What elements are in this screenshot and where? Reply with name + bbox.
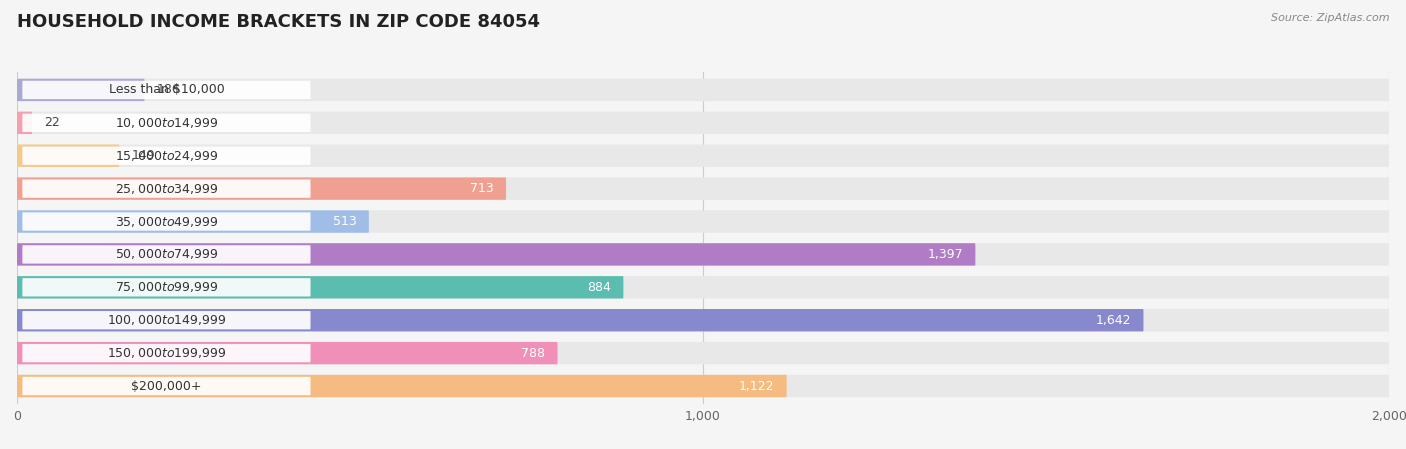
Text: $200,000+: $200,000+ — [131, 379, 201, 392]
FancyBboxPatch shape — [22, 212, 311, 231]
FancyBboxPatch shape — [22, 311, 311, 330]
FancyBboxPatch shape — [17, 243, 976, 266]
Text: $10,000 to $14,999: $10,000 to $14,999 — [115, 116, 218, 130]
Text: $25,000 to $34,999: $25,000 to $34,999 — [115, 182, 218, 196]
FancyBboxPatch shape — [17, 145, 120, 167]
FancyBboxPatch shape — [22, 344, 311, 362]
FancyBboxPatch shape — [17, 375, 787, 397]
Text: 186: 186 — [157, 84, 180, 97]
FancyBboxPatch shape — [22, 245, 311, 264]
Text: 149: 149 — [131, 149, 155, 162]
FancyBboxPatch shape — [22, 146, 311, 165]
FancyBboxPatch shape — [17, 375, 1389, 397]
FancyBboxPatch shape — [22, 278, 311, 296]
FancyBboxPatch shape — [17, 177, 1389, 200]
FancyBboxPatch shape — [17, 342, 558, 364]
Text: 22: 22 — [45, 116, 60, 129]
FancyBboxPatch shape — [17, 177, 506, 200]
FancyBboxPatch shape — [17, 309, 1389, 331]
Text: Source: ZipAtlas.com: Source: ZipAtlas.com — [1271, 13, 1389, 23]
FancyBboxPatch shape — [17, 112, 1389, 134]
Text: 713: 713 — [470, 182, 494, 195]
Text: 1,642: 1,642 — [1095, 314, 1132, 327]
FancyBboxPatch shape — [22, 114, 311, 132]
FancyBboxPatch shape — [17, 210, 1389, 233]
Text: $150,000 to $199,999: $150,000 to $199,999 — [107, 346, 226, 360]
Text: Less than $10,000: Less than $10,000 — [108, 84, 225, 97]
Text: HOUSEHOLD INCOME BRACKETS IN ZIP CODE 84054: HOUSEHOLD INCOME BRACKETS IN ZIP CODE 84… — [17, 13, 540, 31]
Text: 788: 788 — [522, 347, 546, 360]
FancyBboxPatch shape — [17, 276, 623, 299]
FancyBboxPatch shape — [17, 79, 145, 101]
Text: 1,397: 1,397 — [928, 248, 963, 261]
Text: $50,000 to $74,999: $50,000 to $74,999 — [115, 247, 218, 261]
FancyBboxPatch shape — [17, 79, 1389, 101]
FancyBboxPatch shape — [22, 81, 311, 99]
Text: $100,000 to $149,999: $100,000 to $149,999 — [107, 313, 226, 327]
Text: 884: 884 — [588, 281, 612, 294]
Text: $35,000 to $49,999: $35,000 to $49,999 — [115, 215, 218, 229]
FancyBboxPatch shape — [17, 309, 1143, 331]
FancyBboxPatch shape — [17, 112, 32, 134]
FancyBboxPatch shape — [17, 145, 1389, 167]
Text: 1,122: 1,122 — [740, 379, 775, 392]
Text: $15,000 to $24,999: $15,000 to $24,999 — [115, 149, 218, 163]
FancyBboxPatch shape — [17, 342, 1389, 364]
FancyBboxPatch shape — [17, 210, 368, 233]
FancyBboxPatch shape — [17, 243, 1389, 266]
FancyBboxPatch shape — [17, 276, 1389, 299]
Text: $75,000 to $99,999: $75,000 to $99,999 — [115, 280, 218, 294]
Text: 513: 513 — [333, 215, 357, 228]
FancyBboxPatch shape — [22, 180, 311, 198]
FancyBboxPatch shape — [22, 377, 311, 395]
